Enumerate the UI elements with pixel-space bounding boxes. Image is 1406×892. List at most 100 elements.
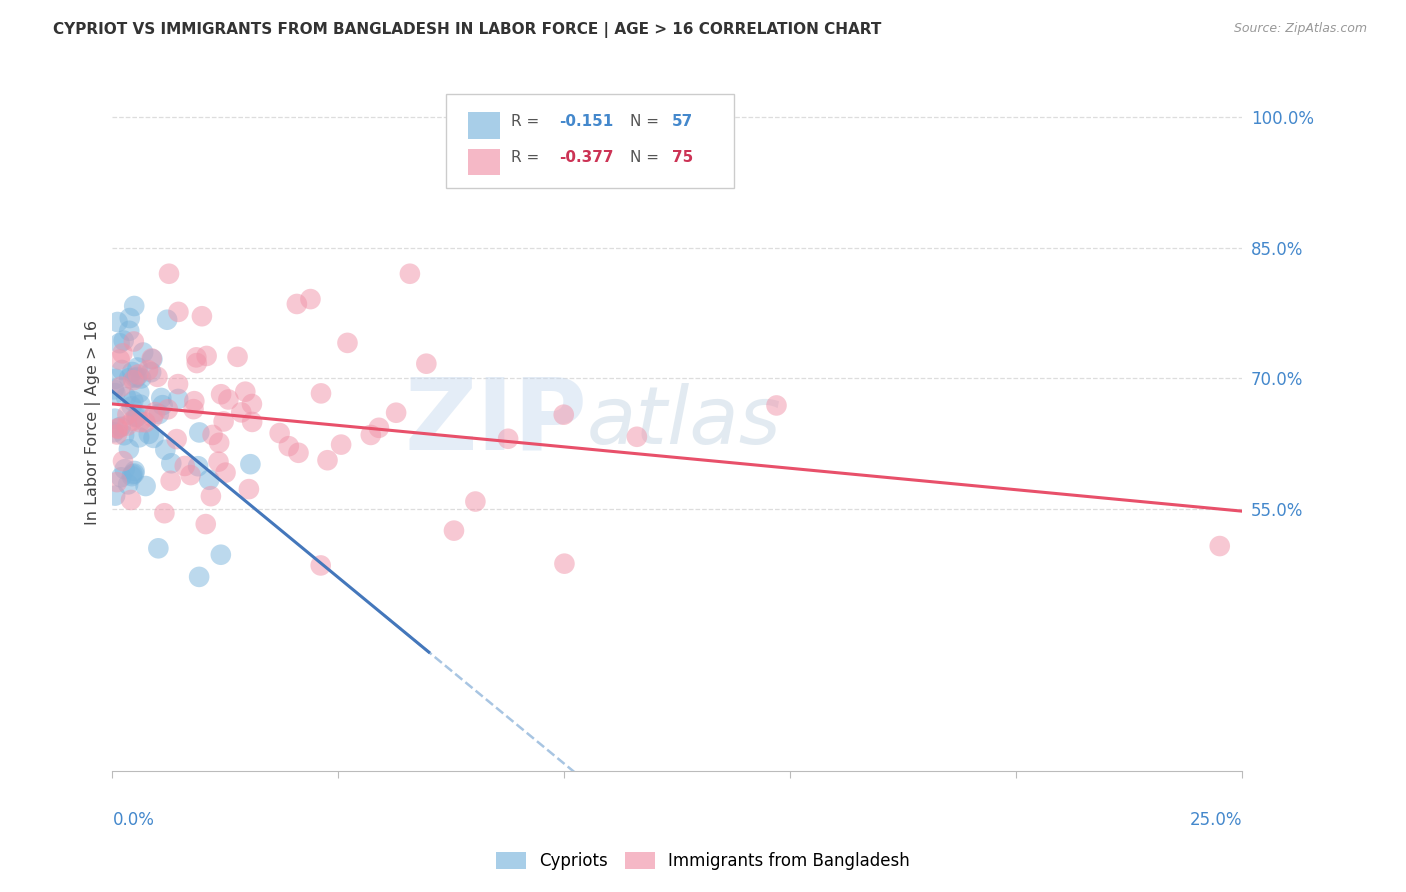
Point <box>118 371 141 385</box>
Text: 75: 75 <box>672 150 693 165</box>
Point <box>316 453 339 467</box>
Point <box>239 457 262 471</box>
Point <box>183 394 205 409</box>
Point <box>104 489 127 503</box>
Point <box>180 468 202 483</box>
Point <box>167 305 190 319</box>
Point <box>187 459 209 474</box>
Point <box>114 462 136 476</box>
Point <box>117 477 139 491</box>
Point <box>105 475 128 489</box>
Text: Source: ZipAtlas.com: Source: ZipAtlas.com <box>1233 22 1367 36</box>
Text: 0.0%: 0.0% <box>112 811 155 829</box>
Point <box>285 297 308 311</box>
Point <box>277 439 299 453</box>
Point <box>201 428 224 442</box>
Point <box>212 415 235 429</box>
Point <box>142 431 165 445</box>
Point <box>111 346 134 360</box>
Point <box>111 363 134 377</box>
Point <box>118 324 141 338</box>
Point <box>112 428 135 442</box>
Point <box>111 454 134 468</box>
Point <box>122 467 145 481</box>
Text: -0.151: -0.151 <box>558 114 613 129</box>
Point <box>496 432 519 446</box>
Point <box>159 474 181 488</box>
Point <box>160 456 183 470</box>
Point <box>195 349 218 363</box>
FancyBboxPatch shape <box>446 94 734 188</box>
Point <box>143 405 166 419</box>
Point <box>188 570 211 584</box>
Point <box>385 406 408 420</box>
Point <box>136 363 159 377</box>
Point <box>1209 539 1232 553</box>
Point <box>209 387 232 401</box>
Bar <box>468 112 501 139</box>
Point <box>104 411 127 425</box>
Point <box>231 405 253 419</box>
Text: atlas: atlas <box>586 384 782 461</box>
Point <box>115 418 138 433</box>
Point <box>765 399 787 413</box>
Point <box>108 336 131 351</box>
Point <box>125 370 148 384</box>
Legend: Cypriots, Immigrants from Bangladesh: Cypriots, Immigrants from Bangladesh <box>489 845 917 877</box>
Point <box>152 398 174 412</box>
Point <box>166 432 188 446</box>
Point <box>110 420 132 434</box>
Point <box>141 352 163 367</box>
Point <box>107 421 129 435</box>
Point <box>188 425 211 440</box>
Point <box>104 372 127 386</box>
Point <box>142 410 165 425</box>
Point <box>127 360 149 375</box>
Point <box>330 437 353 451</box>
Point <box>128 430 150 444</box>
Point <box>198 473 221 487</box>
Point <box>127 409 149 424</box>
Point <box>156 312 179 326</box>
Y-axis label: In Labor Force | Age > 16: In Labor Force | Age > 16 <box>86 319 101 524</box>
Point <box>121 400 143 414</box>
Point <box>269 426 291 441</box>
Point <box>121 414 143 428</box>
Point <box>127 368 149 382</box>
Point <box>115 390 138 404</box>
Point <box>104 386 127 401</box>
Bar <box>468 149 501 175</box>
Point <box>360 428 382 442</box>
Point <box>110 470 132 484</box>
Text: N =: N = <box>630 150 664 165</box>
Point <box>287 446 309 460</box>
Point <box>238 482 260 496</box>
Point <box>120 493 142 508</box>
Point <box>167 392 190 406</box>
Point <box>134 415 156 429</box>
Point <box>146 369 169 384</box>
Point <box>103 383 125 397</box>
Point <box>135 479 157 493</box>
Point <box>112 334 135 348</box>
Text: R =: R = <box>512 114 544 129</box>
Point <box>194 517 217 532</box>
Point <box>103 425 125 440</box>
Point <box>122 299 145 313</box>
Point <box>139 365 162 379</box>
Point <box>226 350 249 364</box>
Point <box>233 384 256 399</box>
Point <box>240 415 263 429</box>
Point <box>110 379 132 393</box>
Point <box>125 410 148 425</box>
Text: N =: N = <box>630 114 664 129</box>
Point <box>368 421 391 435</box>
Point <box>415 357 437 371</box>
Text: -0.377: -0.377 <box>558 150 613 165</box>
Point <box>129 371 152 385</box>
Point <box>553 557 575 571</box>
Point <box>108 352 131 367</box>
Text: ZIP: ZIP <box>404 374 586 471</box>
Point <box>173 458 195 473</box>
Point <box>191 310 214 324</box>
